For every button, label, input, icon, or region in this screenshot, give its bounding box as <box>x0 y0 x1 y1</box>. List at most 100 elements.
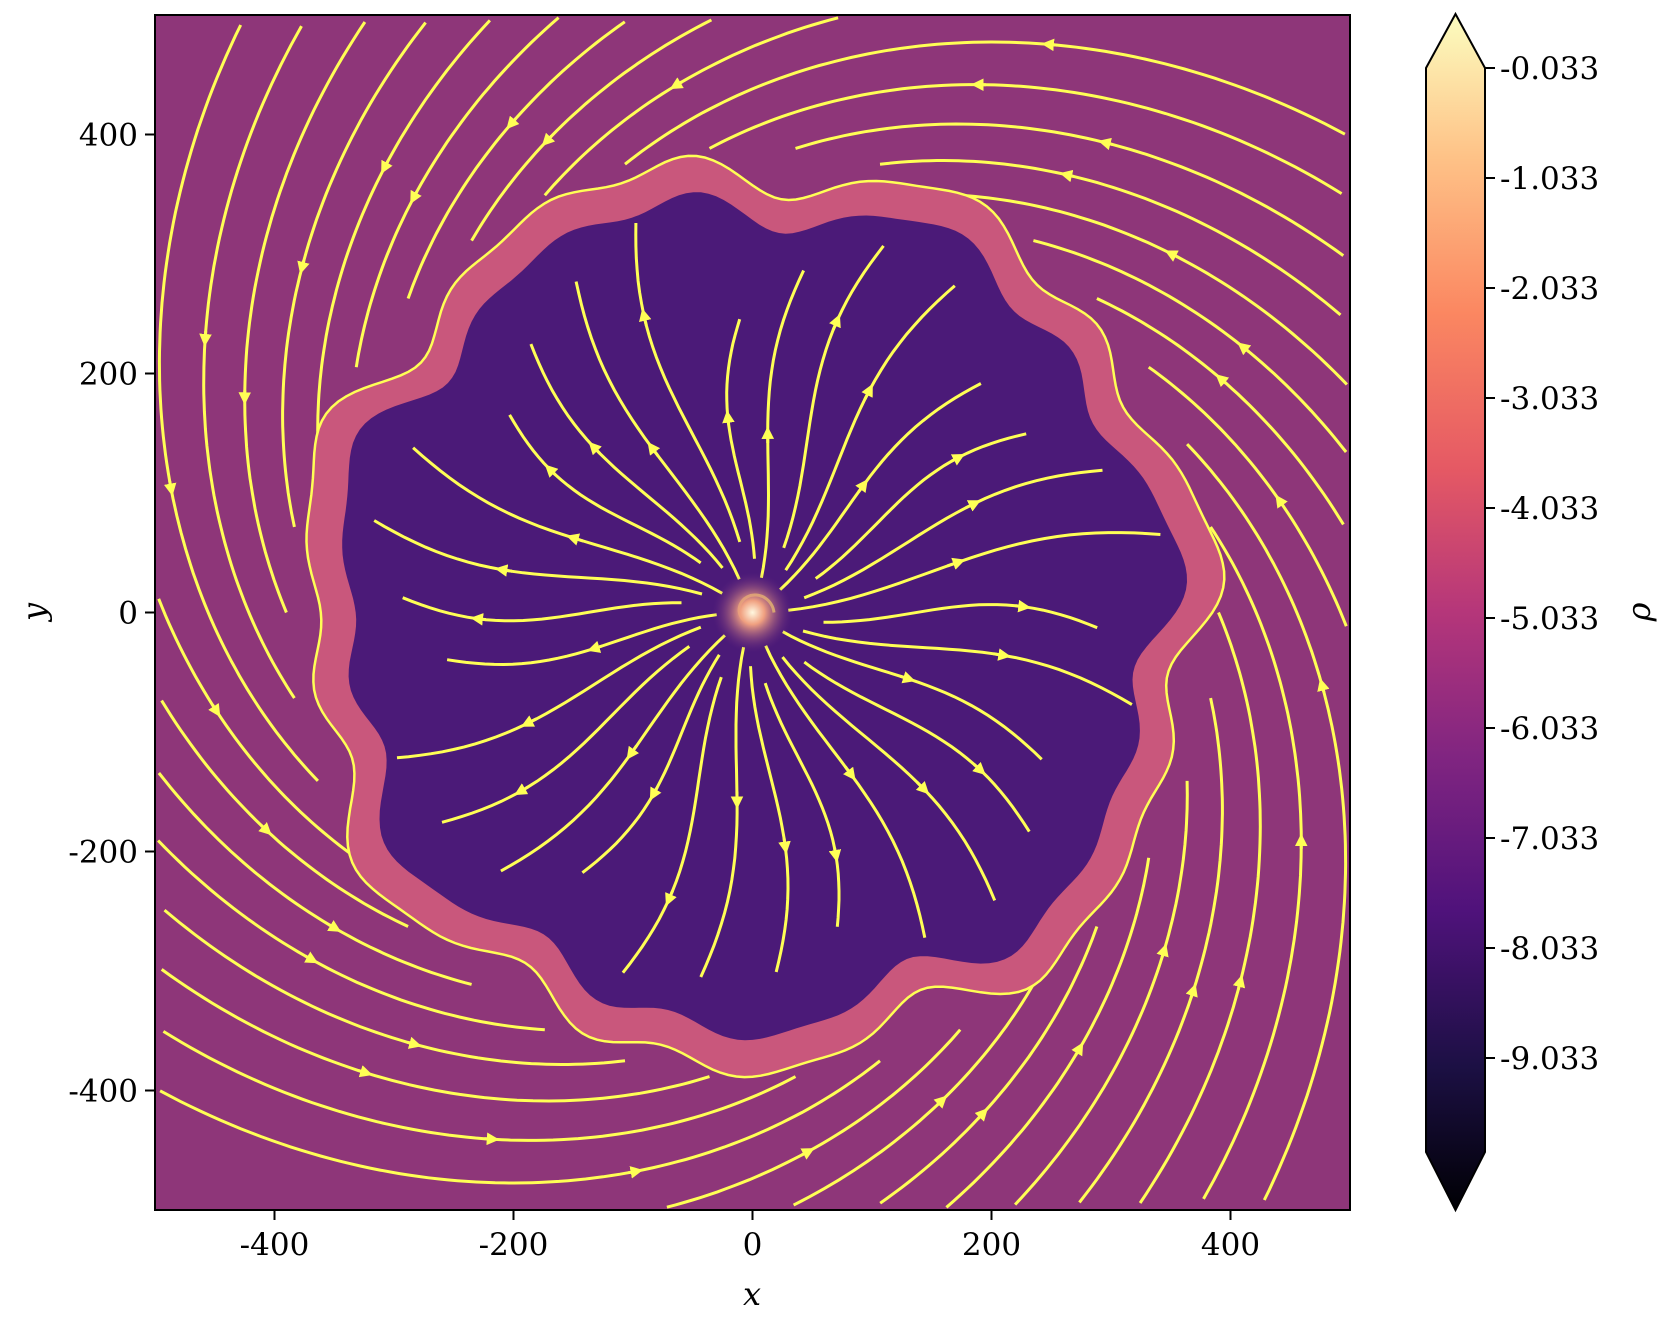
streamline-arrow <box>1185 983 1198 999</box>
outer-streamline <box>543 16 839 197</box>
streamline-arrow <box>494 564 513 577</box>
colorbar-tick-label: -2.033 <box>1500 271 1599 307</box>
streamline-arrow <box>933 1095 948 1109</box>
streamline-arrow <box>588 441 602 456</box>
outer-streamline <box>157 24 319 782</box>
outer-streamline <box>666 1028 962 1209</box>
inner-streamline <box>782 630 1043 761</box>
outer-streamline <box>1078 697 1224 1204</box>
streamline-arrow <box>647 441 661 457</box>
colorbar-gradient <box>1425 11 1486 1213</box>
streamline-arrow <box>974 1108 988 1122</box>
streamline-arrow <box>199 331 212 347</box>
outer-streamline <box>159 1059 881 1185</box>
inner-streamline <box>764 645 927 939</box>
streamline-arrow <box>258 822 272 836</box>
outer-streamline <box>406 20 626 300</box>
inner-streamline <box>634 222 742 543</box>
outer-streamline <box>945 857 1151 1209</box>
x-tick-label: 400 <box>1201 1227 1260 1263</box>
streamline-arrow <box>208 702 221 717</box>
streamline-arrow <box>665 890 677 907</box>
streamline-arrow <box>484 1132 500 1146</box>
outer-streamline <box>316 19 491 445</box>
x-tick-label: 0 <box>743 1227 763 1263</box>
colorbar-tick-label: -3.033 <box>1500 381 1599 417</box>
streamline-arrow <box>304 951 319 964</box>
inner-streamline <box>581 654 721 874</box>
y-axis-label: y <box>15 602 53 623</box>
inner-streamline <box>699 646 746 978</box>
colorbar-tick-label: -0.033 <box>1500 51 1599 87</box>
y-tick-label: -400 <box>68 1074 138 1110</box>
outer-streamline <box>1138 611 1262 1204</box>
streamline-arrow <box>381 159 393 174</box>
outer-streamline <box>243 21 367 614</box>
inner-streamline <box>412 446 723 595</box>
outer-streamline <box>354 16 560 368</box>
inner-streamline <box>784 284 956 572</box>
y-tick-label: 0 <box>118 596 138 632</box>
outer-streamline <box>795 122 1345 257</box>
streamline-arrow <box>1041 38 1058 52</box>
central-source <box>712 572 793 653</box>
streamline-arrow <box>946 557 966 570</box>
streamline-arrow <box>566 533 584 546</box>
outer-streamline <box>157 839 545 1032</box>
inner-streamline <box>373 519 703 596</box>
streamline-arrow <box>514 783 530 796</box>
streamline-arrow <box>649 786 662 801</box>
outer-streamline <box>960 193 1348 386</box>
outer-streamline <box>160 699 409 928</box>
outer-streamline <box>1202 526 1303 1200</box>
x-axis: -400 -200 0 200 400 <box>240 1210 1260 1263</box>
colorbar-tick-label: -5.033 <box>1500 601 1599 637</box>
outer-streamlines <box>157 16 1348 1209</box>
outer-streamline <box>1147 365 1348 627</box>
y-axis: 400 200 0 -200 -400 <box>68 118 155 1110</box>
outer-streamline <box>157 598 358 860</box>
streamline-arrow <box>520 715 538 727</box>
streamline-arrow <box>993 648 1011 661</box>
inner-streamline <box>788 531 1161 612</box>
streamline-arrow <box>163 480 177 497</box>
colorbar-tick-label: -8.033 <box>1500 931 1599 967</box>
x-tick-label: -400 <box>240 1227 310 1263</box>
streamline-arrow <box>544 464 559 478</box>
colorbar-tick-label: -7.033 <box>1500 821 1599 857</box>
outer-streamline <box>879 925 1099 1205</box>
streamline-arrow <box>669 77 684 90</box>
streamline-arrow <box>855 479 868 494</box>
streamline-arrow <box>828 847 842 863</box>
shell-front-line <box>305 154 1226 1079</box>
x-tick-label: 200 <box>962 1227 1021 1263</box>
outer-streamline <box>202 25 303 699</box>
inner-streamline <box>402 596 682 623</box>
inner-streamline <box>803 660 1031 833</box>
colorbar-tick-label: -6.033 <box>1500 711 1599 747</box>
inner-streamline <box>823 603 1098 630</box>
streamline-arrow <box>1317 678 1330 693</box>
streamline-arrow <box>972 761 986 776</box>
inner-streamline <box>396 625 702 760</box>
outer-streamline <box>708 83 1343 195</box>
streamline-arrow <box>410 189 422 204</box>
y-tick-label: 400 <box>79 118 138 154</box>
streamline-arrow <box>861 383 873 400</box>
x-axis-label: x <box>743 1275 761 1313</box>
inner-streamline <box>802 629 1133 706</box>
streamline-arrow <box>628 1166 644 1179</box>
streamline-arrow <box>1275 494 1288 509</box>
inner-streamline <box>781 656 997 901</box>
outer-streamline <box>281 21 427 528</box>
outer-streamline <box>162 1030 797 1142</box>
streamline-arrow <box>800 1148 815 1160</box>
outer-streamline <box>1014 780 1189 1206</box>
inner-streamline <box>621 676 723 974</box>
streamline-arrow <box>722 410 735 425</box>
x-tick-label: -200 <box>479 1227 549 1263</box>
outer-streamline <box>163 908 626 1066</box>
streamline-arrow <box>1071 1042 1084 1057</box>
inner-streamline <box>500 634 726 873</box>
streamline-arrow <box>1156 943 1169 958</box>
